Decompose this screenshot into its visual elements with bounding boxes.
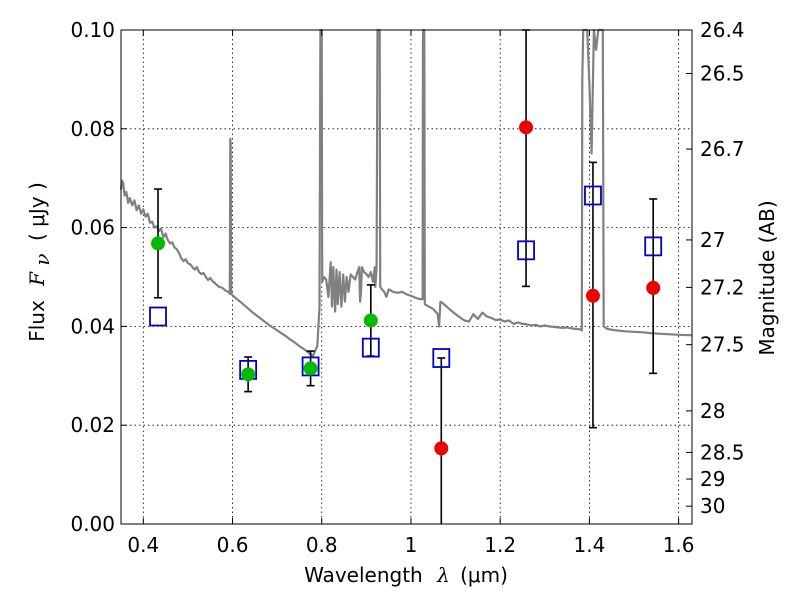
model-photometry-square xyxy=(584,185,602,206)
nondetection-point xyxy=(519,120,534,135)
y2-tick-label: 29 xyxy=(700,467,725,491)
nondetection-point xyxy=(646,280,661,295)
nondetection-point xyxy=(585,288,600,303)
y2-tick-label: 27 xyxy=(700,228,725,252)
y2-tick-label: 28 xyxy=(700,399,725,423)
y-tick-label: 0.06 xyxy=(70,216,115,240)
y2-tick-label: 26.7 xyxy=(700,137,745,161)
model-photometry-square xyxy=(432,348,451,368)
x-tick-label: 0.6 xyxy=(217,533,249,557)
plot-frame xyxy=(120,29,693,525)
y2-tick-label: 26.4 xyxy=(700,18,745,42)
y-tick-label: 0.10 xyxy=(70,18,115,42)
x-axis-label-main: Wavelength xyxy=(304,563,423,587)
x-tick-label: 1.4 xyxy=(573,533,605,557)
data-points xyxy=(149,120,663,456)
x-tick-label: 1.2 xyxy=(484,533,516,557)
axis-ticks: 0.4 0.6 0.8 1 1.2 1.4 1.6 0.00 0.02 0.04 0.06 0.08 0… xyxy=(70,18,744,557)
x-tick-label: 1.6 xyxy=(663,533,695,557)
y-axis-label-symbol: F xyxy=(25,271,49,287)
detection-point xyxy=(241,367,256,382)
model-photometry-square xyxy=(301,356,320,377)
detection-point xyxy=(303,361,318,376)
y-tick-label: 0.02 xyxy=(70,413,115,437)
model-photometry-square xyxy=(149,306,167,327)
model-sed-line xyxy=(119,28,693,358)
y2-axis-label: Magnitude (AB) xyxy=(755,200,779,355)
x-tick-label: 0.8 xyxy=(306,533,338,557)
y2-tick-label: 28.5 xyxy=(700,440,745,464)
model-photometry-square xyxy=(517,240,535,261)
model-photometry-square xyxy=(361,337,380,358)
x-tick-label: 1 xyxy=(405,533,418,557)
x-axis-label: Wavelength λ (μm) xyxy=(304,563,508,587)
detection-point xyxy=(363,313,378,328)
y2-tick-label: 30 xyxy=(700,494,725,518)
y-axis-label: Flux F ν ( μJy ) xyxy=(25,182,54,342)
y-tick-label: 0.00 xyxy=(70,512,115,536)
y-axis-label-subscript: ν xyxy=(30,253,54,265)
y-tick-label: 0.08 xyxy=(70,117,115,141)
x-axis-label-unit: (μm) xyxy=(460,563,508,587)
nondetection-point xyxy=(434,441,449,456)
model-photometry-square xyxy=(644,236,663,257)
model-sed xyxy=(119,28,693,358)
y-axis-label-main: Flux xyxy=(25,300,49,342)
x-axis-label-symbol: λ xyxy=(436,563,450,587)
x-tick-label: 0.4 xyxy=(127,533,159,557)
y2-tick-label: 27.5 xyxy=(700,333,745,357)
y-tick-label: 0.04 xyxy=(70,314,115,338)
detection-point xyxy=(151,236,166,251)
y-axis-label-unit: ( μJy ) xyxy=(25,182,49,241)
y2-tick-label: 27.2 xyxy=(700,275,745,299)
y2-tick-label: 26.5 xyxy=(700,61,745,85)
